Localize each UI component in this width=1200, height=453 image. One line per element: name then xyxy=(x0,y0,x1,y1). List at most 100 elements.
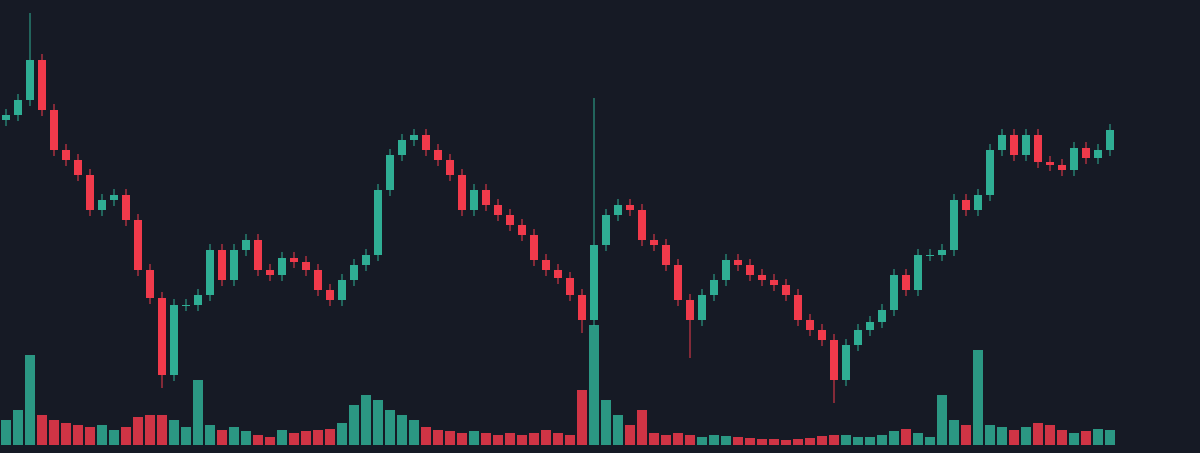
candle-body xyxy=(758,275,766,280)
volume-bar xyxy=(937,395,947,445)
volume-bar xyxy=(1093,429,1103,445)
candle-body xyxy=(1094,150,1102,158)
candle-body xyxy=(50,110,58,150)
candle-body xyxy=(578,295,586,320)
volume-bar xyxy=(661,435,671,445)
volume-bar xyxy=(409,420,419,445)
volume-bar xyxy=(1057,430,1067,445)
volume-bar xyxy=(877,435,887,445)
candle-body xyxy=(206,250,214,295)
volume-bar xyxy=(373,400,383,445)
candle-body xyxy=(662,245,670,265)
candle-body xyxy=(62,150,70,160)
volume-bar xyxy=(637,410,647,445)
candle-body xyxy=(554,270,562,278)
volume-bar xyxy=(949,420,959,445)
volume-bar xyxy=(433,430,443,445)
candle-body xyxy=(674,265,682,300)
candle-body xyxy=(338,280,346,300)
candle-body xyxy=(182,305,190,306)
volume-bar xyxy=(745,438,755,445)
candle-body xyxy=(746,265,754,275)
volume-bar xyxy=(421,427,431,445)
volume-bar xyxy=(961,425,971,445)
volume-bar xyxy=(133,417,143,445)
volume-bar xyxy=(709,435,719,445)
volume-bar xyxy=(325,429,335,445)
candle-body xyxy=(134,220,142,270)
volume-bar xyxy=(277,430,287,445)
volume-bar xyxy=(865,437,875,445)
candle-body xyxy=(950,200,958,250)
volume-bar xyxy=(577,390,587,445)
candle-body xyxy=(410,135,418,140)
volume-bar xyxy=(757,439,767,445)
candle-body xyxy=(866,322,874,330)
candle-body xyxy=(530,235,538,260)
volume-bar xyxy=(781,440,791,445)
candle-body xyxy=(602,215,610,245)
volume-bar xyxy=(385,410,395,445)
volume-bar xyxy=(613,415,623,445)
candle-body xyxy=(818,330,826,340)
candle-body xyxy=(362,255,370,265)
candle-body xyxy=(1058,165,1066,170)
volume-bar xyxy=(589,325,599,445)
candle-body xyxy=(926,255,934,256)
volume-bar xyxy=(49,420,59,445)
candle-body xyxy=(638,210,646,240)
volume-bar xyxy=(349,405,359,445)
volume-bar xyxy=(541,430,551,445)
volume-bar xyxy=(1069,433,1079,445)
candle-body xyxy=(2,115,10,120)
volume-bar xyxy=(721,436,731,445)
candle-body xyxy=(422,135,430,150)
candle-body xyxy=(626,205,634,210)
candle-body xyxy=(590,245,598,320)
candle-body xyxy=(770,280,778,285)
candle-body xyxy=(86,175,94,210)
volume-bar xyxy=(289,433,299,445)
candle-body xyxy=(722,260,730,280)
volume-bar xyxy=(469,431,479,445)
candle-body xyxy=(782,285,790,295)
candle-body xyxy=(1046,162,1054,165)
volume-bar xyxy=(37,415,47,445)
candle-body xyxy=(326,290,334,300)
volume-bar xyxy=(337,423,347,445)
volume-bar xyxy=(793,439,803,445)
volume-bar xyxy=(181,427,191,445)
candle-body xyxy=(350,265,358,280)
volume-bar xyxy=(145,415,155,445)
candle-body xyxy=(962,200,970,210)
candle-body xyxy=(938,250,946,255)
volume-bar xyxy=(445,431,455,445)
candle-body xyxy=(1034,135,1042,162)
volume-bar xyxy=(985,425,995,445)
volume-bar xyxy=(889,431,899,445)
candle-body xyxy=(854,330,862,345)
candle-body xyxy=(650,240,658,245)
volume-bar xyxy=(1105,430,1115,445)
volume-bar xyxy=(109,430,119,445)
volume-bar xyxy=(505,433,515,445)
volume-bar xyxy=(841,435,851,445)
volume-bar xyxy=(697,437,707,445)
volume-bar xyxy=(685,435,695,445)
volume-bar xyxy=(913,433,923,445)
candle-body xyxy=(302,262,310,270)
candle-body xyxy=(830,340,838,380)
candle-body xyxy=(458,175,466,210)
candle-body xyxy=(314,270,322,290)
candle-body xyxy=(1022,135,1030,155)
volume-bar xyxy=(733,437,743,445)
volume-bar xyxy=(61,423,71,445)
candle-body xyxy=(986,150,994,195)
candle-body xyxy=(482,190,490,205)
candle-body xyxy=(890,275,898,310)
candle-body xyxy=(494,205,502,215)
candle-body xyxy=(686,300,694,320)
volume-bar xyxy=(517,435,527,445)
volume-bar xyxy=(625,425,635,445)
